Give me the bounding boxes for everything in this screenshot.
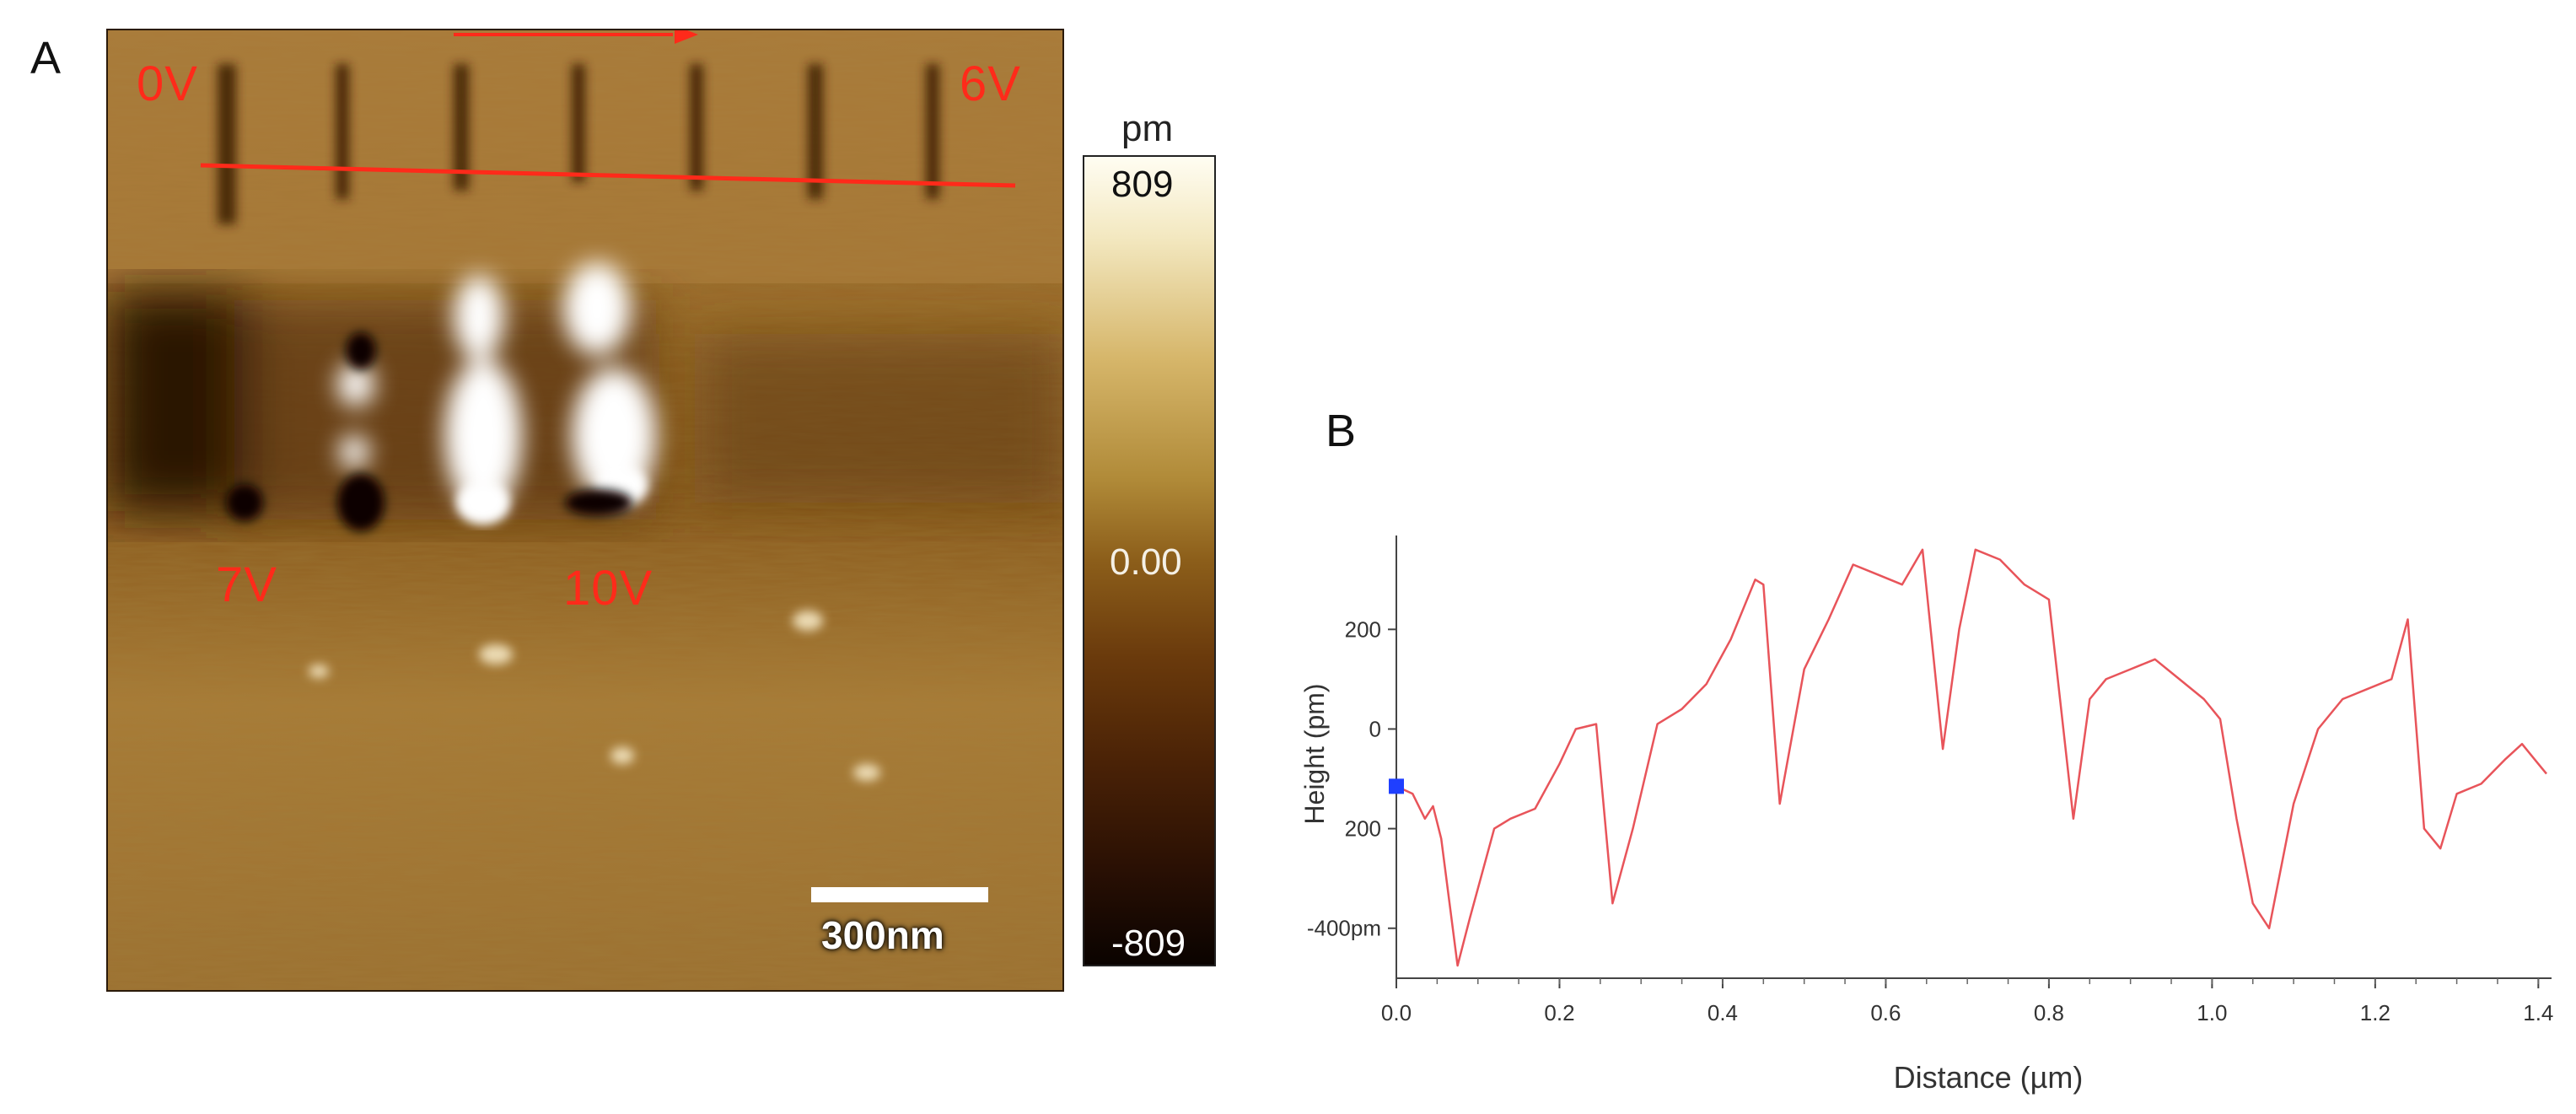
- scale-bar: [811, 887, 988, 902]
- afm-image-texture: [108, 30, 1062, 990]
- x-tick-label: 0.6: [1870, 1000, 1901, 1025]
- voltage-label-0v: 0V: [137, 57, 198, 111]
- colorbar-unit: pm: [1121, 108, 1174, 149]
- height-profile-chart: 0.0 0.2 0.4 0.6 0.8 1.0 1.2 1.4 200 0 200 -400pm Dis…: [1299, 535, 2553, 1095]
- height-colorbar: [1083, 155, 1216, 966]
- x-axis-label: Distance (µm): [1894, 1060, 2084, 1095]
- scan-direction-arrowhead: [675, 30, 698, 44]
- x-tick-label: 0.4: [1707, 1000, 1738, 1025]
- colorbar-max-label: 809: [1111, 164, 1174, 205]
- y-tick-label: 200: [1345, 816, 1381, 842]
- panel-b-letter: B: [1326, 406, 1357, 456]
- colorbar-min-label: -809: [1111, 923, 1186, 964]
- x-tick-label: 1.4: [2523, 1000, 2553, 1025]
- afm-topography-image: 0V 6V 7V 10V 300nm: [106, 29, 1064, 992]
- voltage-label-10v: 10V: [563, 561, 653, 616]
- y-tick-label: 0: [1369, 716, 1381, 741]
- x-tick-label: 1.0: [2197, 1000, 2227, 1025]
- voltage-label-6v: 6V: [960, 57, 1021, 111]
- x-tick-label: 1.2: [2360, 1000, 2390, 1025]
- x-tick-label: 0.2: [1544, 1000, 1574, 1025]
- panel-a-letter: A: [30, 33, 62, 83]
- profile-line: [200, 163, 1016, 188]
- y-axis-label: Height (pm): [1299, 683, 1330, 824]
- y-tick-label: -400pm: [1307, 916, 1381, 941]
- y-tick-label: 200: [1345, 616, 1381, 642]
- cursor-marker: [1389, 778, 1404, 794]
- colorbar-mid-label: 0.00: [1110, 541, 1182, 583]
- x-tick-label: 0.0: [1381, 1000, 1412, 1025]
- x-tick-label: 0.8: [2034, 1000, 2064, 1025]
- profile-series-line: [1396, 548, 2547, 967]
- scale-bar-label: 300nm: [821, 913, 944, 957]
- voltage-label-7v: 7V: [216, 557, 277, 612]
